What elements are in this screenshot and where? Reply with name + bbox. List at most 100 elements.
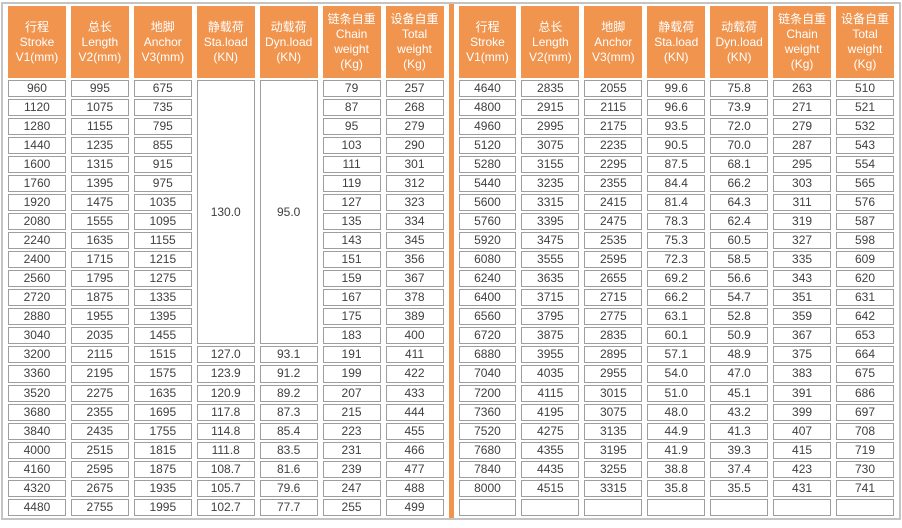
table-cell — [836, 498, 894, 516]
spec-table-left-body: 960 995 675 130.0 95.0 79 257 1120 1075 735 87 268 1… — [8, 80, 444, 516]
table-cell: 6560 — [458, 308, 517, 326]
spec-table-right-header: 行程 Stroke V1(mm) 总长 Length V2(mm) 地脚 Anchor V3(m… — [458, 6, 894, 78]
table-cell: 378 — [385, 289, 444, 307]
table-cell: 4000 — [8, 441, 66, 459]
table-cell: 2995 — [521, 118, 580, 136]
table-cell: 735 — [133, 99, 192, 117]
table-row: 5600 3315 2415 81.4 64.3 311 576 — [458, 194, 894, 212]
column-header-line: V2(mm) — [78, 49, 122, 64]
table-cell: 383 — [773, 365, 832, 383]
table-cell: 795 — [133, 118, 192, 136]
column-header: 行程 Stroke V1(mm) — [458, 6, 517, 78]
table-row: 4800 2915 2115 96.6 73.9 271 521 — [458, 99, 894, 117]
table-cell: 653 — [836, 327, 894, 345]
table-cell: 135 — [322, 213, 381, 231]
table-cell: 1275 — [133, 270, 192, 288]
table-cell: 1155 — [70, 118, 129, 136]
header-row: 行程 Stroke V1(mm) 总长 Length V2(mm) 地脚 Anchor V3(m… — [458, 6, 894, 78]
table-cell: 2275 — [70, 384, 129, 402]
column-header-line: (Kg) — [403, 57, 426, 71]
table-cell: 75.3 — [647, 232, 706, 250]
table-cell — [458, 498, 517, 516]
table-cell: 2435 — [70, 422, 129, 440]
table-row: 5120 3075 2235 90.5 70.0 287 543 — [458, 137, 894, 155]
table-cell: 7520 — [458, 422, 517, 440]
table-cell: 466 — [385, 441, 444, 459]
table-cell: 3015 — [584, 384, 643, 402]
column-header: 链条自重 Chain weight (Kg) — [773, 6, 832, 78]
table-cell: 323 — [385, 194, 444, 212]
table-cell: 231 — [322, 441, 381, 459]
table-cell: 1120 — [8, 99, 66, 117]
table-cell: 45.1 — [710, 384, 769, 402]
table-row: 6080 3555 2595 72.3 58.5 335 609 — [458, 251, 894, 269]
table-cell: 120.9 — [196, 384, 255, 402]
table-row — [458, 498, 894, 516]
table-cell: 2715 — [584, 289, 643, 307]
table-cell: 1955 — [70, 308, 129, 326]
table-cell: 35.8 — [647, 479, 706, 497]
table-cell: 4275 — [521, 422, 580, 440]
table-cell: 6400 — [458, 289, 517, 307]
table-cell: 2415 — [584, 194, 643, 212]
table-cell: 5760 — [458, 213, 517, 231]
table-cell: 119 — [322, 175, 381, 193]
table-row: 6400 3715 2715 66.2 54.7 351 631 — [458, 289, 894, 307]
table-cell: 4435 — [521, 460, 580, 478]
table-cell: 5920 — [458, 232, 517, 250]
table-cell: 63.1 — [647, 308, 706, 326]
column-header-line: (KN) — [276, 49, 301, 64]
table-cell: 697 — [836, 403, 894, 421]
table-cell: 5440 — [458, 175, 517, 193]
table-cell: 351 — [773, 289, 832, 307]
table-cell: 975 — [133, 175, 192, 193]
table-cell: 295 — [773, 156, 832, 174]
table-cell: 287 — [773, 137, 832, 155]
column-header-line: 总长 — [87, 19, 112, 34]
table-row: 8000 4515 3315 35.8 35.5 431 741 — [458, 479, 894, 497]
table-cell: 2175 — [584, 118, 643, 136]
table-cell: 2720 — [8, 289, 66, 307]
table-cell: 2400 — [8, 251, 66, 269]
table-cell: 73.9 — [710, 99, 769, 117]
spec-table-left-header: 行程 Stroke V1(mm) 总长 Length V2(mm) 地脚 Anchor V3(m… — [8, 6, 444, 78]
column-header: 地脚 Anchor V3(mm) — [584, 6, 643, 78]
table-cell: 78.3 — [647, 213, 706, 231]
table-cell: 2475 — [584, 213, 643, 231]
table-cell: 183 — [322, 327, 381, 345]
table-cell: 143 — [322, 232, 381, 250]
column-header-line: 静载荷 — [658, 19, 695, 34]
table-cell: 4035 — [521, 365, 580, 383]
table-row: 2560 1795 1275 159 367 — [8, 270, 444, 288]
table-cell: 207 — [322, 384, 381, 402]
column-header-line: weight — [397, 42, 432, 56]
column-header: 地脚 Anchor V3(mm) — [133, 6, 192, 78]
table-cell: 1760 — [8, 175, 66, 193]
table-row: 2880 1955 1395 175 389 — [8, 308, 444, 326]
table-row: 6720 3875 2835 60.1 50.9 367 653 — [458, 327, 894, 345]
table-cell: 239 — [322, 460, 381, 478]
table-cell: 3315 — [521, 194, 580, 212]
table-cell: 444 — [385, 403, 444, 421]
table-cell: 367 — [385, 270, 444, 288]
table-cell: 455 — [385, 422, 444, 440]
table-cell: 1075 — [70, 99, 129, 117]
column-header-line: Sta.load — [654, 34, 699, 49]
table-cell: 411 — [385, 346, 444, 364]
table-cell: 72.0 — [710, 118, 769, 136]
table-cell: 8000 — [458, 479, 517, 497]
table-cell: 52.8 — [710, 308, 769, 326]
table-cell: 1755 — [133, 422, 192, 440]
table-cell: 48.0 — [647, 403, 706, 421]
table-cell: 1795 — [70, 270, 129, 288]
table-row: 1760 1395 975 119 312 — [8, 175, 444, 193]
table-cell: 3555 — [521, 251, 580, 269]
table-cell — [710, 498, 769, 516]
table-cell: 2915 — [521, 99, 580, 117]
table-divider — [448, 4, 454, 518]
table-cell: 167 — [322, 289, 381, 307]
column-header: 静载荷 Sta.load (KN) — [647, 6, 706, 78]
table-cell — [647, 498, 706, 516]
table-cell: 41.9 — [647, 441, 706, 459]
table-cell: 3195 — [584, 441, 643, 459]
